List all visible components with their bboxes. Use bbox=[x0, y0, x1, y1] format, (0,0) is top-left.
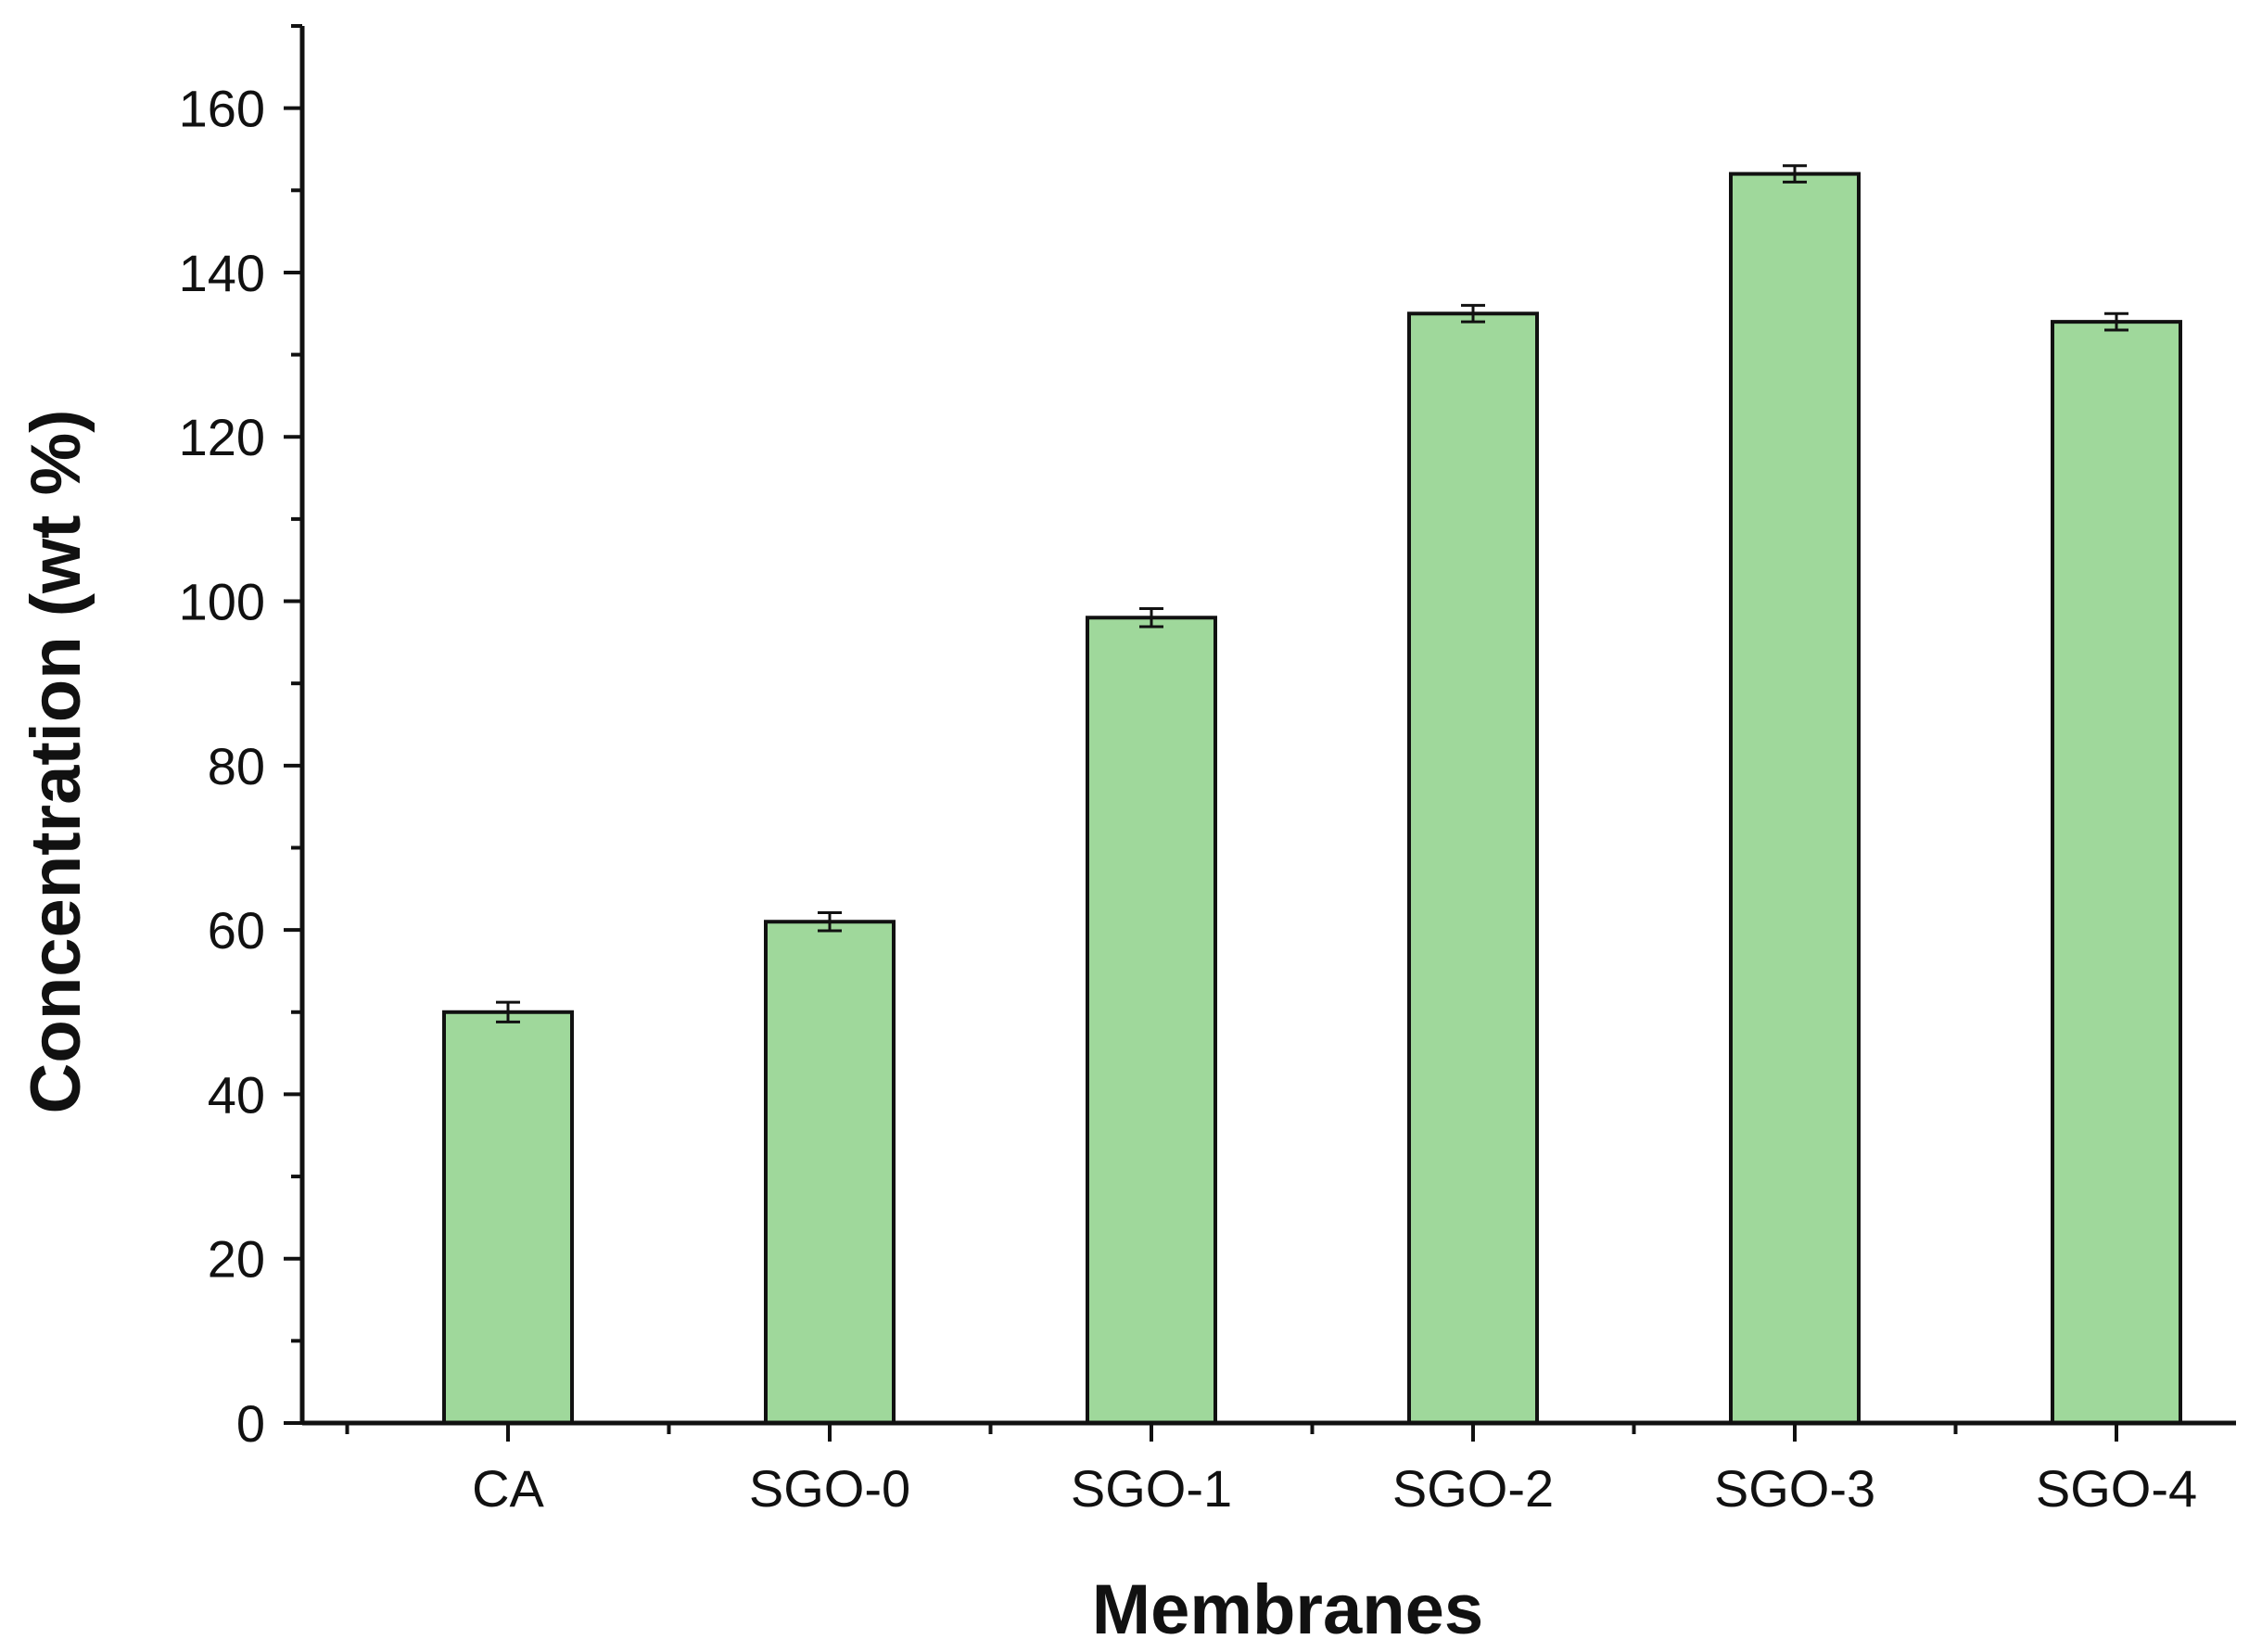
bar-sgo-0 bbox=[764, 920, 896, 1425]
x-tick-label-sgo-2: SGO-2 bbox=[1392, 1459, 1554, 1518]
y-tick-label: 160 bbox=[179, 80, 265, 138]
error-bar-sgo-3 bbox=[1783, 164, 1807, 184]
y-tick-label: 80 bbox=[208, 737, 265, 795]
x-axis-title: Membranes bbox=[1092, 1570, 1483, 1649]
y-tick-label: 60 bbox=[208, 901, 265, 959]
bar-sgo-2 bbox=[1407, 311, 1539, 1426]
error-bar-ca bbox=[496, 1000, 520, 1023]
y-tick-label: 100 bbox=[179, 573, 265, 631]
axes-group bbox=[299, 26, 2236, 1426]
bar-sgo-4 bbox=[2051, 320, 2182, 1426]
bar-sgo-1 bbox=[1086, 616, 1217, 1425]
x-tick-label-sgo-1: SGO-1 bbox=[1071, 1459, 1232, 1518]
y-tick-label: 40 bbox=[208, 1065, 265, 1124]
x-tick-label-sgo-0: SGO-0 bbox=[749, 1459, 910, 1518]
error-bar-sgo-2 bbox=[1461, 303, 1485, 324]
y-axis-title: Concentration (wt %) bbox=[17, 410, 95, 1114]
error-bar-sgo-1 bbox=[1139, 607, 1163, 629]
bar-sgo-3 bbox=[1729, 172, 1861, 1426]
x-tick-label-sgo-4: SGO-4 bbox=[2036, 1459, 2197, 1518]
x-tick-label-ca: CA bbox=[472, 1459, 544, 1518]
error-bar-sgo-0 bbox=[818, 911, 842, 933]
bars-group bbox=[442, 172, 2182, 1426]
error-bar-sgo-4 bbox=[2104, 311, 2128, 332]
bar-ca bbox=[442, 1010, 574, 1425]
x-ticks-group: CA SGO-0 SGO-1 SGO-2 SGO-3 SGO-4 bbox=[345, 1423, 2197, 1518]
x-tick-label-sgo-3: SGO-3 bbox=[1714, 1459, 1875, 1518]
error-bars-group bbox=[496, 164, 2128, 1023]
y-tick-label: 0 bbox=[236, 1394, 265, 1453]
y-ticks-group: 0 20 40 60 80 100 120 140 160 bbox=[179, 24, 302, 1453]
y-tick-label: 120 bbox=[179, 408, 265, 466]
y-tick-label: 140 bbox=[179, 244, 265, 302]
y-tick-label: 20 bbox=[208, 1230, 265, 1289]
